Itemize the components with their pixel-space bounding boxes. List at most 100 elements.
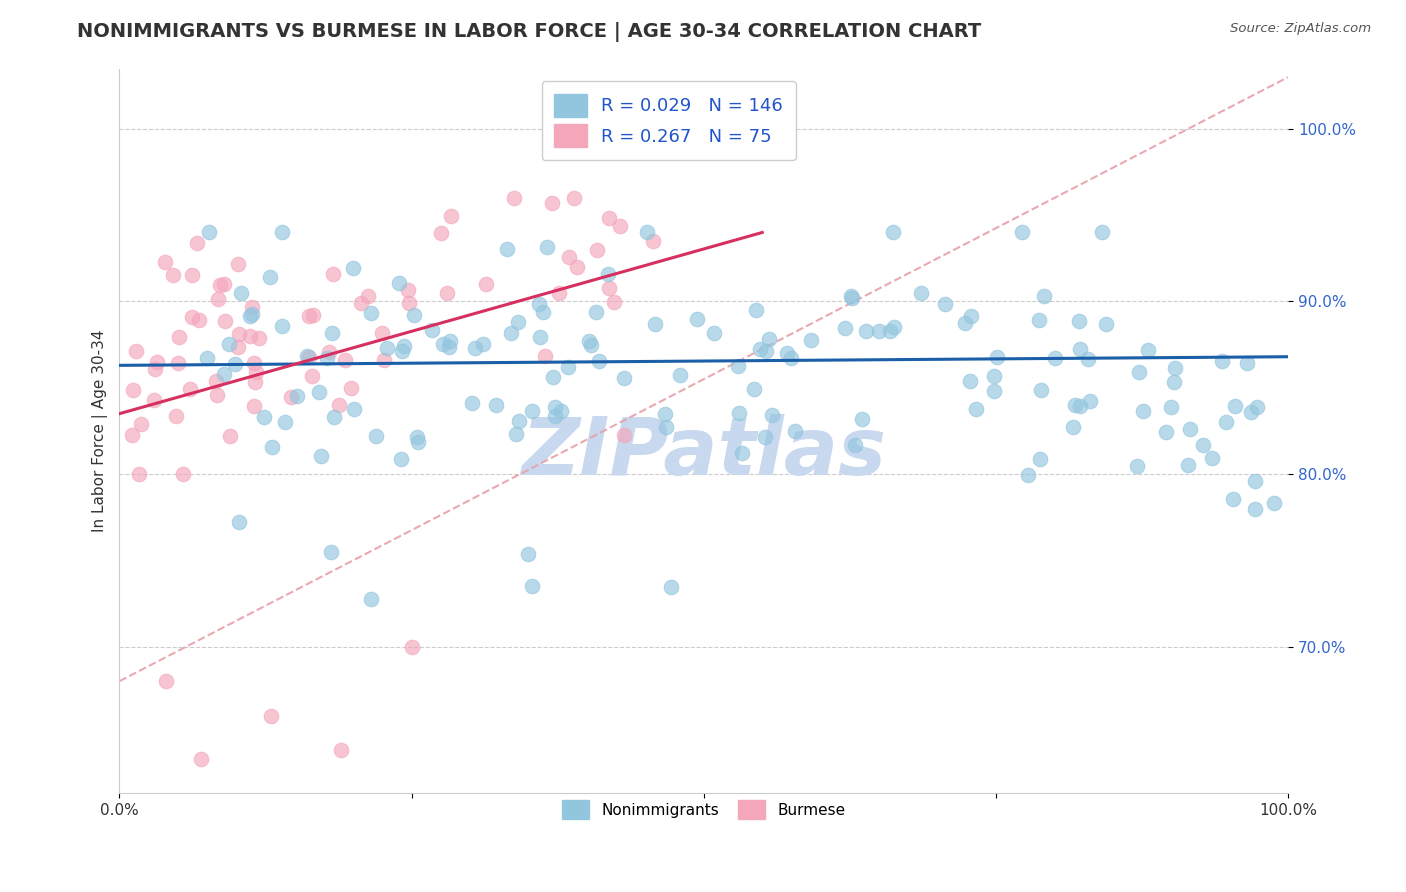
Point	[301, 368, 323, 383]
Point	[226, 340, 249, 354]
Point	[776, 345, 799, 359]
Point	[398, 295, 420, 310]
Point	[180, 268, 202, 282]
Point	[375, 341, 398, 355]
Point	[655, 419, 678, 434]
Point	[1178, 422, 1201, 436]
Point	[205, 388, 228, 402]
Point	[910, 286, 932, 301]
Point	[1043, 351, 1066, 365]
Point	[839, 289, 862, 303]
Point	[1017, 467, 1039, 482]
Point	[360, 591, 382, 606]
Point	[439, 334, 461, 348]
Point	[579, 338, 602, 352]
Point	[1032, 289, 1054, 303]
Point	[505, 426, 527, 441]
Point	[243, 399, 266, 413]
Point	[371, 326, 394, 340]
Point	[731, 446, 754, 460]
Point	[271, 226, 294, 240]
Point	[187, 313, 209, 327]
Point	[259, 270, 281, 285]
Point	[404, 308, 426, 322]
Point	[844, 438, 866, 452]
Point	[391, 343, 413, 358]
Point	[1246, 400, 1268, 414]
Point	[297, 349, 319, 363]
Point	[1177, 458, 1199, 473]
Point	[1091, 226, 1114, 240]
Point	[508, 414, 530, 428]
Point	[883, 320, 905, 334]
Point	[242, 301, 264, 315]
Point	[218, 336, 240, 351]
Point	[172, 467, 194, 481]
Point	[247, 331, 270, 345]
Point	[121, 427, 143, 442]
Point	[879, 324, 901, 338]
Point	[298, 350, 321, 364]
Point	[342, 261, 364, 276]
Point	[243, 356, 266, 370]
Point	[1077, 352, 1099, 367]
Point	[436, 285, 458, 300]
Point	[1062, 420, 1084, 434]
Point	[219, 429, 242, 443]
Point	[1223, 399, 1246, 413]
Point	[602, 294, 624, 309]
Point	[1011, 226, 1033, 240]
Point	[121, 383, 143, 397]
Point	[499, 326, 522, 341]
Text: Source: ZipAtlas.com: Source: ZipAtlas.com	[1230, 22, 1371, 36]
Point	[392, 339, 415, 353]
Point	[834, 321, 856, 335]
Point	[165, 409, 187, 424]
Point	[231, 285, 253, 300]
Point	[550, 404, 572, 418]
Point	[557, 359, 579, 374]
Point	[322, 410, 344, 425]
Point	[298, 309, 321, 323]
Point	[214, 277, 236, 292]
Y-axis label: In Labor Force | Age 30-34: In Labor Force | Age 30-34	[93, 330, 108, 533]
Point	[260, 440, 283, 454]
Point	[389, 452, 412, 467]
Point	[343, 402, 366, 417]
Point	[129, 417, 152, 431]
Point	[166, 356, 188, 370]
Point	[316, 351, 339, 365]
Point	[240, 307, 263, 321]
Point	[308, 385, 330, 400]
Point	[548, 286, 571, 301]
Point	[558, 250, 581, 264]
Point	[529, 296, 551, 310]
Point	[181, 310, 204, 324]
Point	[955, 316, 977, 330]
Point	[609, 219, 631, 233]
Point	[302, 308, 325, 322]
Point	[245, 365, 267, 379]
Point	[440, 210, 463, 224]
Point	[578, 334, 600, 349]
Point	[485, 398, 508, 412]
Point	[1095, 317, 1118, 331]
Point	[1028, 313, 1050, 327]
Point	[198, 226, 221, 240]
Point	[959, 374, 981, 388]
Point	[745, 303, 768, 318]
Point	[366, 429, 388, 443]
Point	[541, 369, 564, 384]
Point	[1067, 314, 1090, 328]
Point	[1126, 458, 1149, 473]
Point	[406, 434, 429, 449]
Point	[882, 226, 904, 240]
Point	[780, 351, 803, 366]
Legend: Nonimmigrants, Burmese: Nonimmigrants, Burmese	[555, 794, 852, 826]
Point	[420, 323, 443, 337]
Point	[536, 240, 558, 254]
Point	[598, 211, 620, 225]
Point	[270, 319, 292, 334]
Point	[588, 354, 610, 368]
Point	[641, 234, 664, 248]
